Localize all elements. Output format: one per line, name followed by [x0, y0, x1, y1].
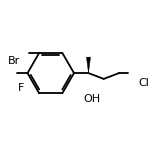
Text: Cl: Cl: [139, 78, 149, 88]
Text: F: F: [17, 83, 24, 93]
Polygon shape: [86, 57, 91, 73]
Text: Br: Br: [8, 57, 20, 66]
Text: OH: OH: [84, 93, 101, 104]
